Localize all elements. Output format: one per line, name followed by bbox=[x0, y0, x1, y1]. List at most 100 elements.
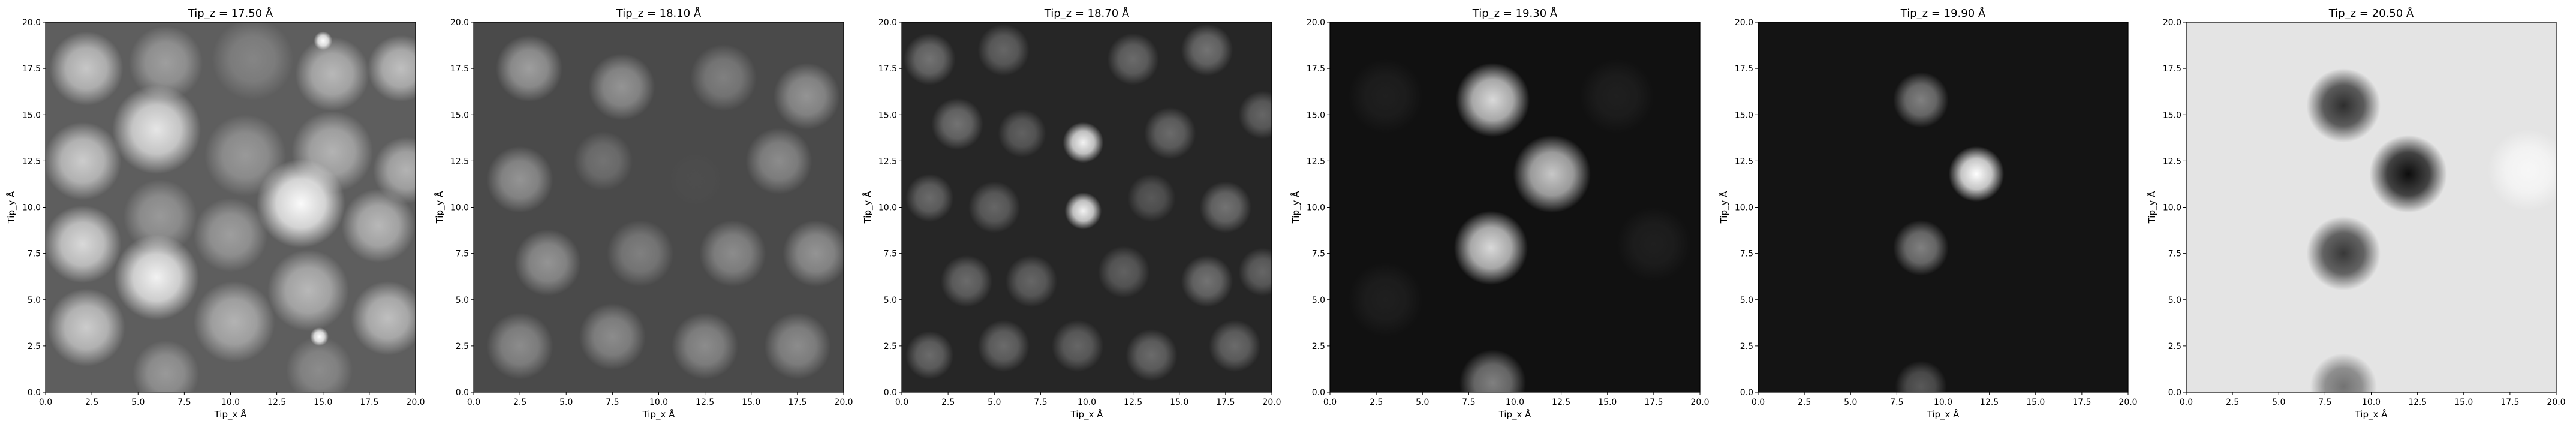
x-tick-label: 5.0 bbox=[1844, 398, 1857, 407]
y-tick-label: 7.5 bbox=[884, 249, 897, 259]
x-tick-label: 20.0 bbox=[834, 398, 853, 407]
x-tick-label: 12.5 bbox=[1124, 398, 1142, 407]
heatmap-feature bbox=[1893, 72, 1949, 128]
x-axis-label: Tip_x Å bbox=[214, 408, 248, 420]
heatmap-feature bbox=[1513, 135, 1591, 213]
chart-title: Tip_z = 18.70 Å bbox=[1044, 7, 1130, 20]
y-tick-label: 17.5 bbox=[450, 64, 469, 74]
x-tick-label: 7.5 bbox=[1890, 398, 1903, 407]
heatmap-feature bbox=[1107, 33, 1159, 85]
heatmap-feature bbox=[1617, 207, 1691, 281]
heatmap-feature bbox=[977, 320, 1030, 372]
heatmap-feature bbox=[46, 205, 122, 283]
heatmap-feature bbox=[690, 44, 757, 112]
x-tick-label: 2.5 bbox=[1370, 398, 1383, 407]
x-tick-label: 17.5 bbox=[360, 398, 378, 407]
x-tick-label: 10.0 bbox=[1506, 398, 1524, 407]
heatmap-feature bbox=[607, 220, 674, 287]
chart-title: Tip_z = 20.50 Å bbox=[2328, 7, 2414, 20]
x-tick-label: 0.0 bbox=[2180, 398, 2193, 407]
heatmap-feature bbox=[212, 22, 294, 100]
y-tick-label: 20.0 bbox=[450, 18, 469, 28]
x-tick-label: 0.0 bbox=[467, 398, 480, 407]
heatmap-feature bbox=[588, 53, 655, 121]
x-tick-label: 20.0 bbox=[1262, 398, 1281, 407]
x-tick-label: 12.5 bbox=[2408, 398, 2427, 407]
x-tick-label: 17.5 bbox=[1216, 398, 1235, 407]
x-tick-label: 7.5 bbox=[1034, 398, 1047, 407]
y-tick-label: 5.0 bbox=[1312, 296, 1325, 305]
y-axis-label: Tip_y Å bbox=[862, 191, 874, 224]
x-tick-label: 2.5 bbox=[85, 398, 98, 407]
heatmap-feature bbox=[905, 173, 954, 222]
y-tick-label: 12.5 bbox=[450, 157, 469, 166]
x-axis-label: Tip_x Å bbox=[1070, 408, 1104, 420]
heatmap-feature bbox=[486, 312, 553, 380]
heatmap-image bbox=[904, 24, 1272, 381]
heatmap-feature bbox=[1238, 248, 1272, 296]
y-tick-label: 10.0 bbox=[1307, 203, 1325, 213]
y-tick-label: 15.0 bbox=[1307, 110, 1325, 120]
y-tick-label: 20.0 bbox=[878, 18, 897, 28]
chart-panel-3: 0.0 2.5 5.0 7.5 10.0 12.5 15.0 17.5 20.0 0.0 2.5 5.… bbox=[862, 7, 1281, 420]
heatmap-feature bbox=[1238, 91, 1272, 139]
y-tick-label: 17.5 bbox=[878, 64, 897, 74]
x-tick-label: 20.0 bbox=[2547, 398, 2565, 407]
chart-title: Tip_z = 18.10 Å bbox=[616, 7, 702, 20]
x-tick-label: 5.0 bbox=[988, 398, 1001, 407]
y-tick-label: 10.0 bbox=[1735, 203, 1753, 213]
heatmap-feature bbox=[1209, 320, 1261, 372]
x-tick-label: 5.0 bbox=[2272, 398, 2285, 407]
y-tick-label: 15.0 bbox=[2163, 110, 2181, 120]
x-tick-label: 15.0 bbox=[1170, 398, 1188, 407]
y-axis-label: Tip_y Å bbox=[434, 191, 446, 224]
heatmap-feature bbox=[1348, 59, 1423, 134]
y-tick-label: 0.0 bbox=[28, 388, 41, 398]
heatmap-feature bbox=[128, 26, 203, 100]
x-tick-label: 20.0 bbox=[2118, 398, 2137, 407]
y-tick-label: 12.5 bbox=[1307, 157, 1325, 166]
x-axis-label: Tip_x Å bbox=[1927, 408, 1960, 420]
y-tick-label: 17.5 bbox=[2163, 64, 2181, 74]
x-tick-label: 0.0 bbox=[39, 398, 52, 407]
heatmap-feature bbox=[573, 131, 633, 191]
y-tick-label: 2.5 bbox=[1312, 342, 1325, 351]
x-tick-label: 0.0 bbox=[895, 398, 908, 407]
y-tick-label: 10.0 bbox=[22, 203, 41, 213]
y-tick-label: 5.0 bbox=[884, 296, 897, 305]
heatmap-feature bbox=[193, 198, 268, 272]
heatmap-feature bbox=[341, 188, 416, 263]
x-tick-label: 2.5 bbox=[1798, 398, 1811, 407]
heatmap-feature bbox=[49, 31, 124, 106]
heatmap-feature bbox=[193, 281, 275, 363]
heatmap-feature bbox=[1098, 246, 1150, 298]
heatmap-image bbox=[2306, 68, 2556, 392]
heatmap-feature bbox=[1893, 220, 1949, 276]
x-axis-label: Tip_x Å bbox=[642, 408, 676, 420]
heatmap-feature bbox=[699, 220, 766, 287]
x-tick-label: 17.5 bbox=[2500, 398, 2519, 407]
x-tick-label: 15.0 bbox=[742, 398, 760, 407]
chart-panel-6: 0.0 2.5 5.0 7.5 10.0 12.5 15.0 17.5 20.0 0.0 2.5 5.… bbox=[2146, 7, 2566, 420]
heatmap-feature bbox=[1144, 107, 1196, 160]
y-axis-label: Tip_y Å bbox=[5, 191, 17, 224]
y-tick-label: 12.5 bbox=[2163, 157, 2181, 166]
heatmap-feature bbox=[286, 336, 353, 392]
heatmap-feature bbox=[2369, 135, 2447, 213]
chart-panel-1: 0.0 2.5 5.0 7.5 10.0 12.5 15.0 17.5 20.0 0.0 2.5 5.… bbox=[5, 7, 425, 420]
y-tick-label: 12.5 bbox=[1735, 157, 1753, 166]
x-tick-label: 12.5 bbox=[267, 398, 286, 407]
y-tick-label: 0.0 bbox=[2168, 388, 2181, 398]
heatmap-background bbox=[2186, 22, 2556, 392]
heatmap-feature bbox=[1127, 173, 1176, 222]
y-tick-label: 10.0 bbox=[450, 203, 469, 213]
x-tick-label: 0.0 bbox=[1323, 398, 1337, 407]
x-tick-label: 10.0 bbox=[221, 398, 240, 407]
x-tick-label: 10.0 bbox=[2362, 398, 2381, 407]
heatmap-feature bbox=[1199, 181, 1252, 233]
chart-title: Tip_z = 17.50 Å bbox=[188, 7, 273, 20]
y-tick-label: 20.0 bbox=[1307, 18, 1325, 28]
heatmap-feature bbox=[295, 37, 369, 112]
heatmap-feature bbox=[2306, 68, 2381, 143]
